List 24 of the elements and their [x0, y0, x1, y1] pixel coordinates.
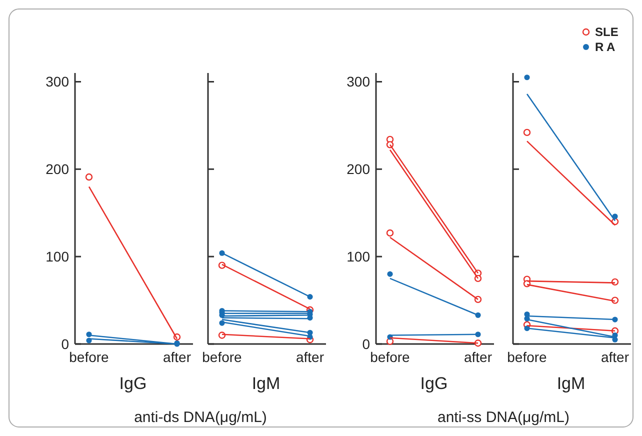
x-axis-title: IgG	[420, 374, 448, 393]
y-tick-label: 100	[46, 248, 70, 264]
legend-label: R A	[595, 40, 616, 54]
y-tick-label: 300	[346, 74, 370, 90]
y-tick-label: 300	[46, 74, 70, 90]
x-tick-label: before	[202, 349, 242, 365]
y-tick-label: 100	[346, 248, 370, 264]
x-tick-label: before	[370, 349, 410, 365]
x-tick-label: after	[464, 349, 492, 365]
x-axis-title: IgM	[252, 374, 280, 393]
y-tick-label: 200	[46, 161, 70, 178]
text: anti-ss DNA(μg/mL)	[438, 409, 570, 426]
x-tick-label: before	[69, 349, 110, 365]
x-tick-label: before	[507, 349, 548, 365]
y-tick-label: 0	[61, 336, 70, 352]
x-axis-title: IgG	[119, 374, 147, 393]
y-tick-label: 0	[362, 336, 370, 352]
y-tick-label: 200	[346, 161, 370, 178]
x-tick-label: after	[162, 349, 192, 365]
x-tick-label: after	[600, 349, 630, 365]
x-tick-label: after	[296, 349, 324, 365]
x-axis-title: IgM	[556, 374, 586, 393]
legend-label: SLE	[595, 25, 618, 40]
text: anti-ds DNA(μg/mL)	[134, 409, 267, 426]
